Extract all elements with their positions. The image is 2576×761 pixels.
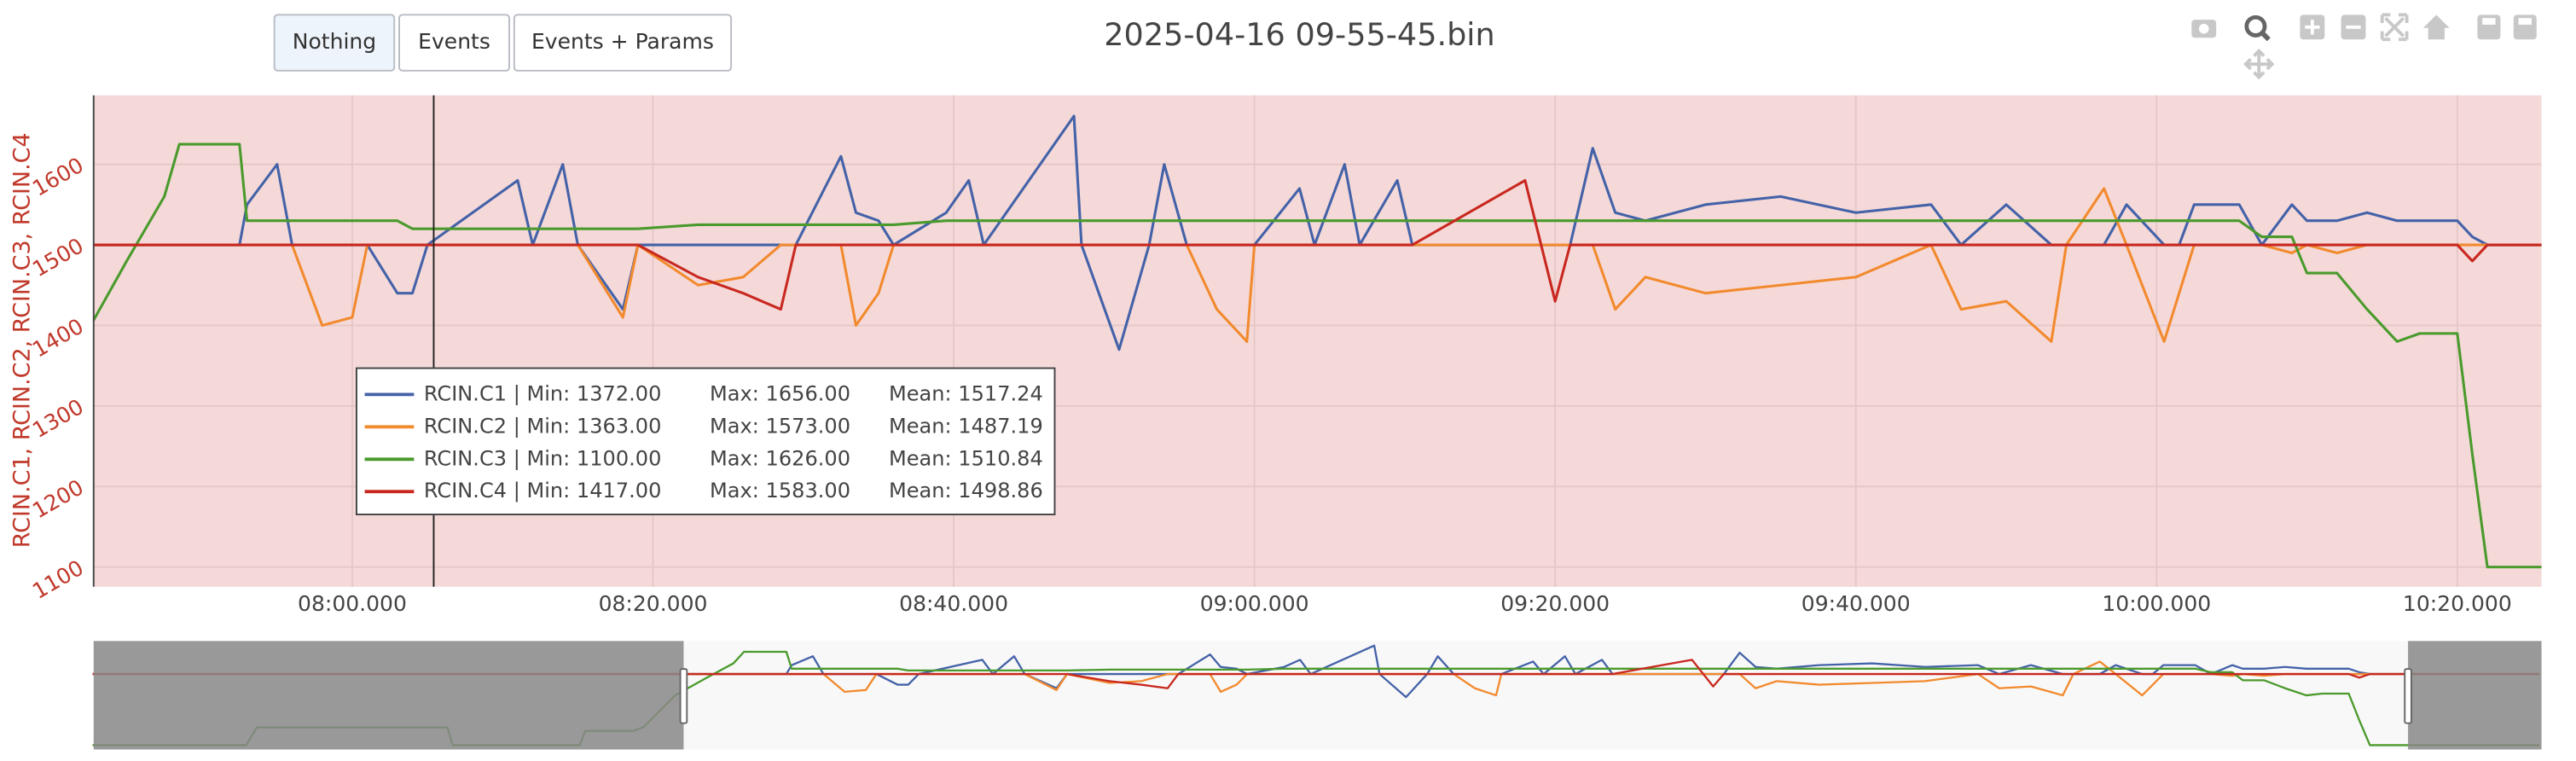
legend-mean: Mean: 1510.84: [889, 446, 1043, 470]
zoom-in-button[interactable]: [2300, 15, 2325, 40]
autoscale-button[interactable]: [2380, 13, 2409, 42]
range-slider-shade: [2408, 641, 2542, 750]
button-label[interactable]: Nothing: [293, 29, 376, 54]
series-line: [92, 644, 2540, 699]
range-slider-handle[interactable]: [679, 668, 688, 724]
series-lines: [93, 114, 2542, 569]
legend-max: Max: 1626.00: [710, 446, 850, 470]
range-slider-handle[interactable]: [2404, 668, 2412, 724]
x-tick-label: 08:00.000: [298, 591, 407, 616]
x-tick-label: 09:40.000: [1801, 591, 1911, 616]
range-slider[interactable]: [92, 641, 2542, 750]
pan-button[interactable]: [2243, 48, 2275, 80]
legend-label: RCIN.C1 | Min: 1372.00: [424, 381, 662, 405]
legend-mean: Mean: 1498.86: [889, 479, 1043, 502]
x-tick-label: 08:20.000: [599, 591, 708, 616]
legend-max: Max: 1656.00: [710, 381, 850, 405]
y-tick-label: 1500: [28, 233, 88, 282]
camera-button[interactable]: [2191, 20, 2217, 38]
zoom-out-button[interactable]: [2341, 15, 2366, 40]
series-line: [93, 114, 2542, 351]
x-tick-label: 09:20.000: [1500, 591, 1610, 616]
button-label[interactable]: Events: [418, 29, 490, 54]
y-tick-label: 1200: [28, 474, 88, 523]
series-line: [93, 178, 2542, 311]
y-tick-label: 1300: [28, 394, 88, 443]
modebar: [2191, 13, 2537, 80]
legend-label: RCIN.C3 | Min: 1100.00: [424, 446, 662, 470]
y-tick-label: 1600: [28, 153, 88, 201]
legend: RCIN.C1 | Min: 1372.00 Max: 1656.00 Mean: …: [355, 367, 1056, 515]
button-label[interactable]: Events + Params: [531, 29, 714, 54]
y-tick-label: 1100: [28, 555, 88, 604]
x-tick-label: 10:00.000: [2102, 591, 2211, 616]
series-line: [92, 659, 2540, 689]
series-line: [93, 142, 2542, 569]
range-slider-mask: [93, 641, 2542, 750]
button[interactable]: Nothing: [273, 14, 396, 72]
legend-max: Max: 1583.00: [710, 479, 850, 502]
chart-title: 2025-04-16 09-55-45.bin: [1104, 16, 1494, 53]
legend-label: RCIN.C2 | Min: 1363.00: [424, 414, 662, 438]
zoom-button[interactable]: [2244, 15, 2271, 42]
series-line: [92, 650, 2540, 746]
legend-entries: RCIN.C1 | Min: 1372.00 Max: 1656.00 Mean: …: [364, 381, 1043, 502]
legend-mean: Mean: 1487.19: [889, 414, 1043, 438]
legend-label: RCIN.C4 | Min: 1417.00: [424, 479, 662, 502]
button[interactable]: Events: [398, 14, 511, 72]
legend-mean: Mean: 1517.24: [889, 381, 1043, 405]
x-tick-label: 08:40.000: [899, 591, 1008, 616]
save-all-button[interactable]: [2513, 15, 2537, 40]
home-button[interactable]: [2422, 15, 2450, 40]
legend-box: [355, 367, 1056, 515]
x-tick-label: 10:20.000: [2403, 591, 2512, 616]
y-tick-label: 1400: [28, 314, 88, 363]
range-slider-lines: [92, 644, 2540, 746]
y-axis-title: RCIN.C1, RCIN.C2, RCIN.C3, RCIN.C4: [9, 132, 35, 548]
button[interactable]: Events + Params: [513, 14, 733, 72]
x-tick-label: 09:00.000: [1200, 591, 1309, 616]
legend-max: Max: 1573.00: [710, 414, 850, 438]
range-slider-shade: [93, 641, 684, 750]
save-button[interactable]: [2477, 15, 2501, 40]
